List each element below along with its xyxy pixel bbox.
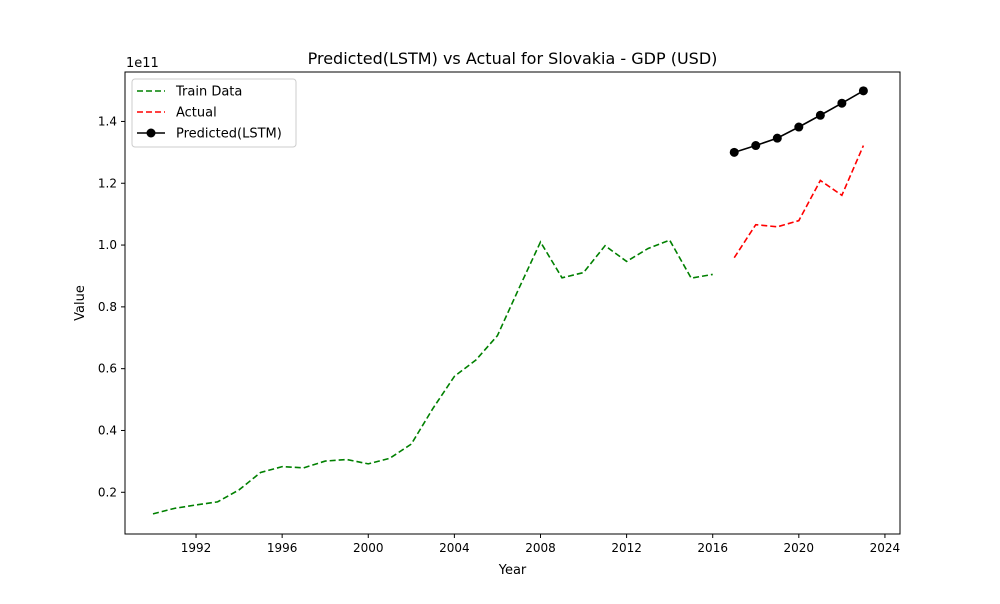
series-line-train-data (152, 239, 713, 515)
x-tick-label: 2020 (784, 541, 815, 555)
y-axis: 0.2 0.4 0.6 0.8 1.0 1.2 1.4 (98, 114, 125, 499)
y-tick-label: 0.2 (98, 485, 117, 499)
data-point-predicted-lstm (815, 110, 825, 120)
x-tick-label: 2008 (525, 541, 556, 555)
legend-label-train-data: Train Data (175, 85, 242, 100)
x-tick-label: 2024 (870, 541, 901, 555)
data-point-predicted-lstm (751, 141, 761, 151)
x-axis-label: Year (498, 563, 527, 578)
x-tick-label: 1992 (181, 541, 212, 555)
data-point-predicted-lstm (729, 147, 739, 157)
data-point-predicted-lstm (794, 122, 804, 132)
legend-items: Train Data Actual Predicted(LSTM) (137, 85, 282, 142)
data-point-predicted-lstm (858, 86, 868, 96)
x-tick-label: 1996 (267, 541, 298, 555)
y-tick-label: 0.8 (98, 300, 117, 314)
series-line-actual (733, 145, 865, 259)
legend-label-actual: Actual (176, 106, 217, 121)
y-tick-label: 1.2 (98, 176, 117, 190)
y-axis-offset-label: 1e11 (126, 56, 159, 71)
legend-label-predicted-lstm: Predicted(LSTM) (176, 127, 282, 142)
y-tick-label: 1.4 (98, 114, 117, 128)
legend-box (131, 78, 297, 148)
x-tick-label: 2016 (697, 541, 728, 555)
y-tick-label: 1.0 (98, 238, 117, 252)
x-tick-label: 2012 (611, 541, 642, 555)
y-tick-label: 0.4 (98, 423, 117, 437)
x-tick-label: 2004 (439, 541, 470, 555)
y-axis-label: Value (73, 285, 88, 321)
x-axis: 1992 1996 2000 2004 2008 2012 2016 2020 2024 (181, 534, 900, 555)
data-point-predicted-lstm (772, 133, 782, 143)
plot-frame (124, 71, 901, 535)
data-point-predicted-lstm (837, 98, 847, 108)
series-layer (152, 86, 868, 515)
chart-title: Predicted(LSTM) vs Actual for Slovakia -… (308, 49, 718, 68)
legend-marker-predicted-lstm (146, 128, 156, 138)
y-tick-label: 0.6 (98, 362, 117, 376)
plot-area (124, 71, 901, 535)
x-tick-label: 2000 (353, 541, 384, 555)
legend: Train Data Actual Predicted(LSTM) (131, 78, 297, 148)
